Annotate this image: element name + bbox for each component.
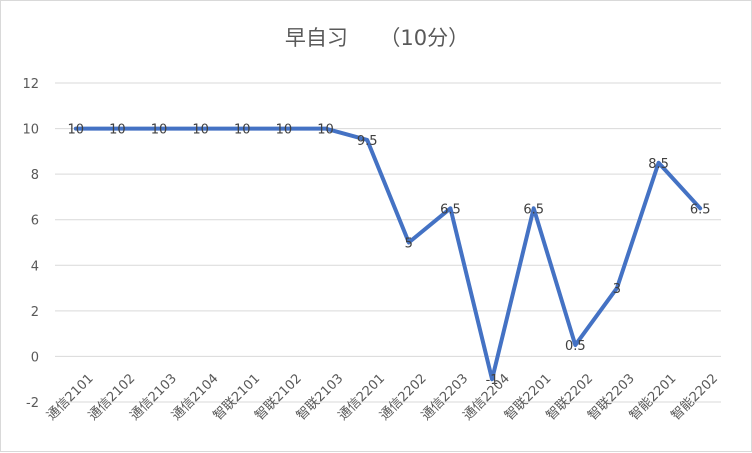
y-tick-label: -2 (26, 396, 39, 411)
data-label: 10 (317, 123, 334, 138)
x-axis-ticks: 通信2101通信2102通信2103通信2104智联2101智联2102智联21… (44, 371, 721, 423)
data-label: 9.5 (357, 134, 378, 149)
data-label: 3 (613, 282, 621, 297)
data-label: 6.5 (690, 202, 711, 217)
y-tick-label: 4 (31, 259, 39, 274)
data-label: 6.5 (523, 202, 544, 217)
data-label: -1 (486, 373, 499, 388)
data-label: 10 (276, 123, 293, 138)
data-label: 10 (68, 123, 85, 138)
data-label: 10 (192, 123, 209, 138)
chart-title: 早自习 （10分） (285, 26, 469, 50)
data-label: 10 (151, 123, 168, 138)
data-label: 6.5 (440, 202, 461, 217)
data-labels: 10 10 10 10 10 10 10 9.5 5 6.5 -1 6.5 0.5 3 8.5 6.5 (68, 123, 711, 389)
data-label: 10 (109, 123, 126, 138)
data-label: 5 (405, 237, 413, 252)
y-tick-label: 10 (22, 123, 39, 138)
data-label: 0.5 (565, 339, 586, 354)
y-tick-label: 0 (31, 350, 39, 365)
series-line (73, 126, 703, 382)
y-axis-ticks: -2 0 2 4 6 8 10 12 (22, 77, 39, 411)
data-label: 10 (234, 123, 251, 138)
y-tick-label: 12 (22, 77, 39, 92)
series-line-layer (73, 126, 703, 382)
y-tick-label: 6 (31, 214, 39, 229)
data-label: 8.5 (648, 157, 669, 172)
y-tick-label: 2 (31, 305, 39, 320)
y-tick-label: 8 (31, 168, 39, 183)
